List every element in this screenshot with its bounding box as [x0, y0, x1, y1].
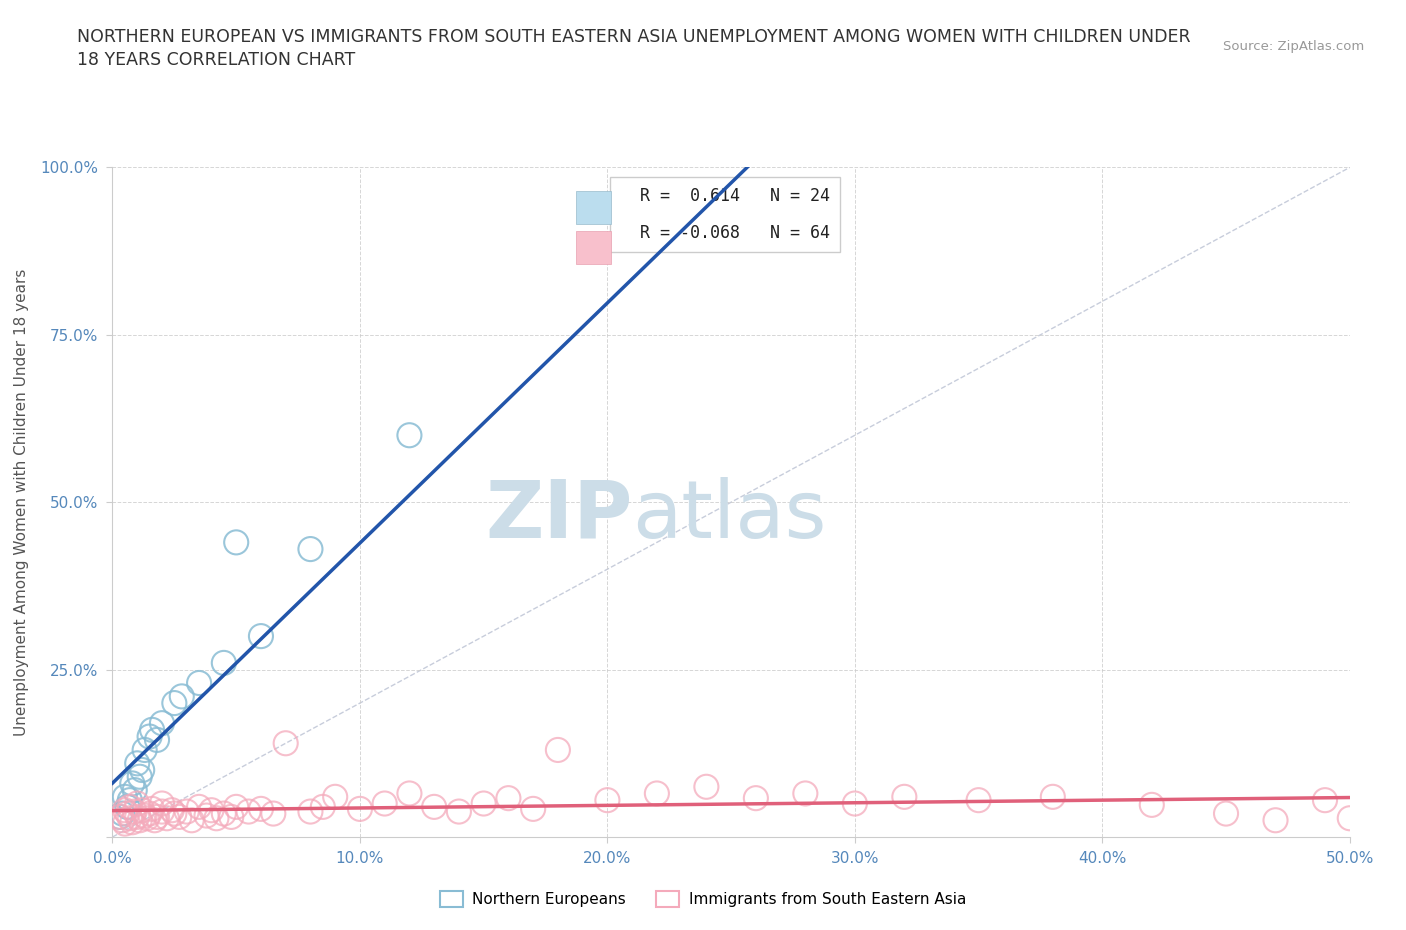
Text: NORTHERN EUROPEAN VS IMMIGRANTS FROM SOUTH EASTERN ASIA UNEMPLOYMENT AMONG WOMEN: NORTHERN EUROPEAN VS IMMIGRANTS FROM SOU…	[77, 28, 1191, 46]
Point	[131, 763, 153, 777]
Point	[117, 800, 139, 815]
Point	[146, 733, 169, 748]
Point	[472, 796, 495, 811]
Point	[169, 809, 191, 824]
Point	[299, 541, 322, 556]
Point	[1264, 813, 1286, 828]
Point	[212, 806, 235, 821]
Point	[299, 804, 322, 819]
Point	[136, 811, 159, 826]
Point	[121, 815, 143, 830]
Point	[108, 809, 131, 824]
Point	[769, 193, 792, 208]
Point	[219, 809, 242, 824]
Point	[114, 790, 136, 804]
Point	[118, 800, 141, 815]
Text: 18 YEARS CORRELATION CHART: 18 YEARS CORRELATION CHART	[77, 51, 356, 69]
Point	[188, 675, 211, 690]
Point	[141, 723, 163, 737]
Point	[127, 756, 149, 771]
FancyBboxPatch shape	[576, 231, 612, 264]
Point	[745, 790, 768, 805]
Point	[398, 428, 420, 443]
Y-axis label: Unemployment Among Women with Children Under 18 years: Unemployment Among Women with Children U…	[14, 269, 30, 736]
Point	[160, 803, 183, 817]
Point	[1140, 797, 1163, 812]
Point	[349, 802, 371, 817]
Point	[188, 800, 211, 815]
Point	[374, 796, 396, 811]
Point	[522, 802, 544, 817]
Point	[114, 803, 136, 817]
Text: ZIP: ZIP	[485, 476, 633, 554]
Point	[447, 804, 470, 819]
FancyBboxPatch shape	[576, 191, 612, 224]
Point	[127, 796, 149, 811]
Point	[114, 817, 136, 831]
Text: Source: ZipAtlas.com: Source: ZipAtlas.com	[1223, 40, 1364, 53]
Point	[128, 769, 150, 784]
Point	[124, 783, 146, 798]
Point	[163, 696, 186, 711]
Point	[124, 804, 146, 819]
Point	[1042, 790, 1064, 804]
Legend: Northern Europeans, Immigrants from South Eastern Asia: Northern Europeans, Immigrants from Sout…	[434, 884, 972, 913]
Point	[128, 813, 150, 828]
Point	[323, 790, 346, 804]
Point	[695, 779, 717, 794]
Point	[150, 796, 173, 811]
Point	[121, 776, 143, 790]
Point	[262, 806, 284, 821]
Point	[547, 742, 569, 757]
Point	[1339, 811, 1361, 826]
Point	[111, 806, 134, 821]
Point	[138, 806, 160, 821]
Text: atlas: atlas	[633, 476, 827, 554]
Point	[893, 790, 915, 804]
Point	[225, 800, 247, 815]
Point	[141, 802, 163, 817]
Point	[131, 803, 153, 817]
Point	[250, 802, 273, 817]
Point	[118, 811, 141, 826]
Point	[150, 804, 173, 819]
Point	[108, 809, 131, 824]
Point	[398, 786, 420, 801]
Point	[195, 808, 218, 823]
Point	[176, 804, 198, 819]
Point	[1215, 806, 1237, 821]
Point	[212, 656, 235, 671]
Point	[645, 786, 668, 801]
Point	[967, 792, 990, 807]
Point	[844, 796, 866, 811]
Point	[150, 716, 173, 731]
Point	[134, 808, 156, 823]
Point	[225, 535, 247, 550]
Point	[146, 809, 169, 824]
Point	[205, 811, 228, 826]
Point	[274, 736, 297, 751]
Point	[163, 806, 186, 821]
Point	[423, 800, 446, 815]
Point	[134, 742, 156, 757]
Point	[312, 800, 335, 815]
Point	[596, 792, 619, 807]
Point	[170, 689, 193, 704]
Point	[200, 803, 222, 817]
Point	[111, 813, 134, 828]
Point	[117, 806, 139, 821]
Point	[138, 729, 160, 744]
Point	[118, 792, 141, 807]
Point	[1313, 792, 1336, 807]
Point	[180, 813, 202, 828]
Point	[250, 629, 273, 644]
Point	[143, 813, 166, 828]
Text: R =  0.614   N = 24
  R = -0.068   N = 64: R = 0.614 N = 24 R = -0.068 N = 64	[620, 188, 830, 242]
Point	[238, 804, 260, 819]
Point	[794, 786, 817, 801]
Point	[127, 809, 149, 824]
Point	[156, 811, 179, 826]
Point	[498, 790, 520, 805]
